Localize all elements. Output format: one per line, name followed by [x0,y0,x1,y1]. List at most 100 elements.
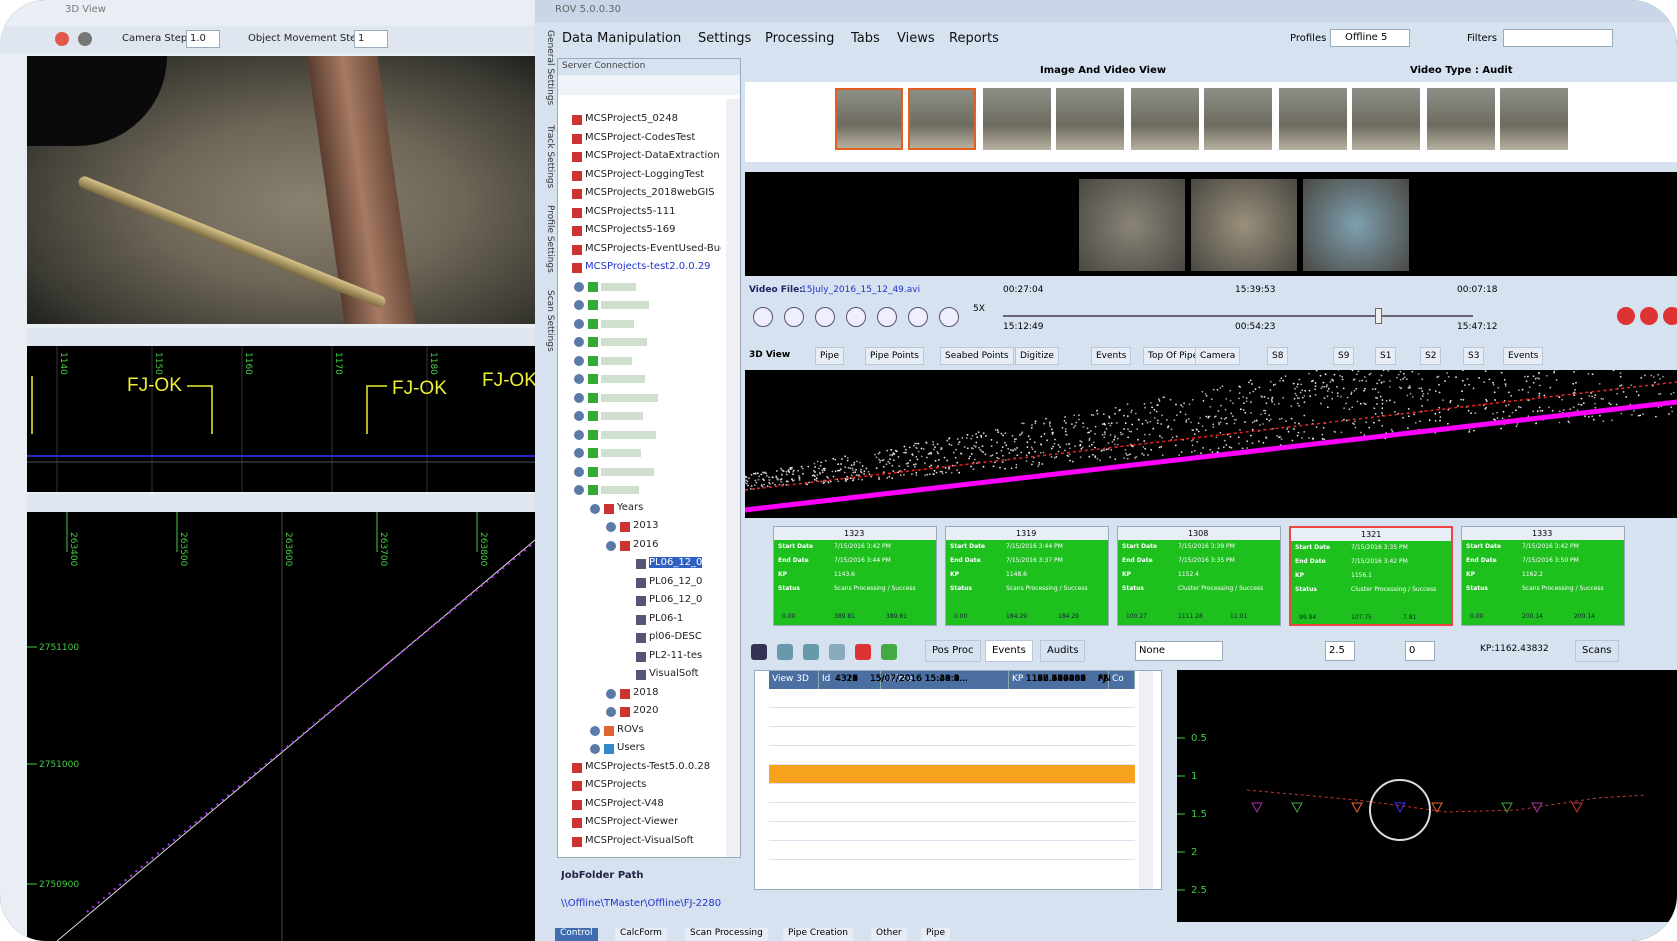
expand-button[interactable] [574,337,584,347]
toolbar-toggle[interactable]: Events [1503,347,1544,365]
table-row[interactable] [769,784,1135,803]
mode-select[interactable]: None [1135,641,1223,661]
tree-item[interactable]: MCSProjects [585,779,647,790]
thumbnail[interactable] [1204,88,1272,150]
tree-item-blurred[interactable] [601,449,641,457]
expand-button[interactable] [574,466,584,477]
menu-item[interactable]: Data Manipulation [562,31,682,46]
expand-button[interactable] [574,411,584,421]
toolbar-toggle[interactable]: Camera [1195,347,1241,365]
tree-item[interactable]: PL2-11-tes [649,649,703,661]
event-card[interactable]: 1319 Start Date 7/15/2016 3:44 PM End Date 7… [945,526,1109,626]
table-row[interactable] [769,765,1135,784]
side-tab[interactable]: Profile Settings [545,205,555,273]
event-card[interactable]: 1323 Start Date 7/15/2016 3:42 PM End Date 7… [773,526,937,626]
expand-button[interactable] [606,707,616,717]
toolbar-toggle[interactable]: Pipe Points [865,347,924,365]
thumbnail[interactable] [1352,88,1420,150]
thumbnail[interactable] [1056,88,1124,150]
tree-item[interactable]: MCSProject-DataExtraction [585,150,720,161]
tree-item[interactable]: MCSProjects-test2.0.0.29 [585,261,711,272]
tree-item-blurred[interactable] [601,412,643,420]
tree-item[interactable]: MCSProjects_2018webGIS [585,187,715,198]
expand-button[interactable] [574,392,584,403]
toolbar-toggle[interactable]: Pipe [815,347,844,365]
toolbar-icon[interactable] [803,644,819,660]
bottom-tab[interactable]: Control [555,928,598,941]
thumbnail[interactable] [1279,88,1347,150]
tree-item[interactable]: MCSProject-CodesTest [585,131,696,143]
playback-button[interactable] [846,307,866,327]
toolbar-icon[interactable] [855,644,871,660]
playback-button[interactable] [939,307,959,327]
toolbar-toggle[interactable]: S9 [1333,347,1355,365]
tree-item[interactable]: PL06_12_0 [649,557,703,568]
table-row[interactable] [769,727,1135,746]
toolbar-icon[interactable] [751,644,767,660]
seek-thumb[interactable] [1375,308,1382,324]
tree-item[interactable]: MCSProjects5-111 [585,205,676,217]
tree-item-blurred[interactable] [601,356,632,365]
toolbar-toggle[interactable]: S8 [1267,347,1289,365]
grid-tab[interactable]: Events [985,640,1033,662]
playback-button[interactable] [908,307,928,327]
tree-item[interactable]: MCSProject-VisualSoft [585,834,694,846]
expand-button[interactable] [590,503,600,514]
tree-item[interactable]: VisualSoft [649,668,699,679]
tree-item[interactable]: 2018 [633,686,659,698]
toolbar-toggle[interactable]: Events [1091,347,1132,365]
menu-item[interactable]: Reports [949,31,999,46]
table-row[interactable] [769,746,1135,765]
expand-button[interactable] [590,725,600,736]
expand-button[interactable] [574,300,584,310]
menu-item[interactable]: Views [897,31,935,46]
event-card[interactable]: 1308 Start Date 7/15/2016 3:39 PM End Date 7… [1117,526,1281,626]
tree-item-blurred[interactable] [601,393,658,402]
playback-button[interactable] [815,307,835,327]
expand-button[interactable] [606,688,616,699]
menu-item[interactable]: Settings [698,31,752,46]
expand-button[interactable] [574,485,584,495]
expand-button[interactable] [574,448,584,458]
expand-button[interactable] [590,744,600,754]
side-tab[interactable]: General Settings [545,30,555,106]
tree-item-blurred[interactable] [601,467,654,476]
scans-tab[interactable]: Scans [1575,640,1619,662]
offset-input[interactable]: 0 [1405,641,1435,661]
tree-item[interactable]: MCSProject-Viewer [585,816,679,827]
tree-item[interactable]: Years [617,501,644,513]
thumbnail[interactable] [1427,88,1495,150]
table-row[interactable] [769,841,1135,860]
object-step-input[interactable]: 1 [354,30,388,48]
tree-item[interactable]: MCSProjects-Test5.0.0.28 [585,760,711,772]
tree-item[interactable]: MCSProjects-EventUsed-Bug [585,242,721,254]
toolbar-icon[interactable] [78,32,92,46]
bottom-tab[interactable]: Other [871,928,907,941]
table-row[interactable] [769,803,1135,822]
tree-item-blurred[interactable] [601,301,649,309]
grid-tab[interactable]: Audits [1040,640,1086,662]
menu-item[interactable]: Processing [765,31,835,46]
bottom-tab[interactable]: Scan Processing [685,928,768,941]
tree-item[interactable]: MCSProject5_0248 [585,113,678,124]
playback-button[interactable] [877,307,897,327]
menu-item[interactable]: Tabs [851,31,880,46]
bottom-tab[interactable]: CalcForm [615,928,667,941]
profile-select[interactable]: Offline 5 [1330,29,1410,47]
side-tab[interactable]: Scan Settings [545,290,555,352]
thumbnail[interactable] [908,88,976,150]
tree-item[interactable]: Users [617,742,646,753]
expand-button[interactable] [606,522,616,532]
thumbnail[interactable] [835,88,903,150]
toolbar-toggle[interactable]: S3 [1463,347,1485,365]
grid-tab[interactable]: Pos Proc [925,640,981,662]
scale-input[interactable]: 2.5 [1325,641,1355,661]
toolbar-icon[interactable] [829,644,845,660]
tree-item-blurred[interactable] [601,486,639,494]
toolbar-icon[interactable] [881,644,897,660]
tree-item[interactable]: pl06-DESC [649,631,702,642]
filters-input[interactable] [1503,29,1613,47]
toolbar-toggle[interactable]: S1 [1375,347,1397,365]
bottom-tab[interactable]: Pipe [921,928,950,941]
record-button[interactable] [1617,307,1635,325]
